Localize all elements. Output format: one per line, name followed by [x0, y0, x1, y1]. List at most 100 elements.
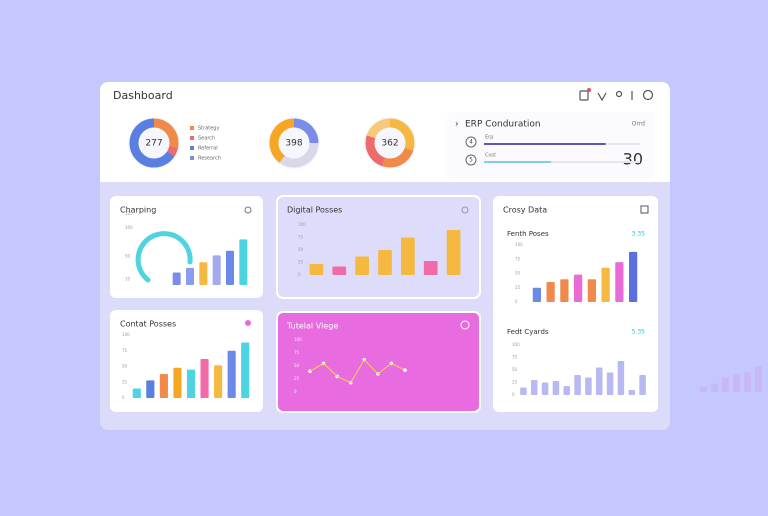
- y-tick-label: 75: [515, 256, 521, 261]
- donut-label: 398: [285, 139, 302, 149]
- y-tick-label: 50: [515, 271, 521, 276]
- chart-value: 5.35: [632, 329, 646, 336]
- gauge-arc: [135, 231, 193, 283]
- bar: [446, 230, 461, 275]
- bar: [711, 383, 718, 392]
- icon[interactable]: [642, 89, 654, 101]
- bar: [541, 382, 549, 395]
- donut-label: 277: [145, 139, 162, 149]
- y-tick-label: 100: [515, 242, 523, 247]
- legend-swatch: [190, 146, 194, 150]
- y-tick-label: 0: [298, 272, 301, 277]
- progress-status: Orrd: [632, 121, 645, 128]
- progress-label: Erp: [485, 135, 493, 141]
- bar: [733, 373, 740, 392]
- bar: [239, 239, 248, 285]
- bar: [563, 386, 570, 395]
- bar: [574, 375, 581, 395]
- y-tick-label: 50: [125, 254, 131, 259]
- icon[interactable]: [244, 206, 252, 214]
- progress-label: Cost: [485, 153, 496, 159]
- bar: [309, 264, 324, 275]
- donut-segment: [129, 118, 179, 168]
- bar: [639, 375, 646, 395]
- chart-title: Fedt Cyards: [507, 328, 549, 336]
- icon[interactable]: [460, 320, 470, 330]
- bar: [159, 374, 168, 398]
- bar: [226, 250, 234, 285]
- arrow: ›: [455, 120, 459, 130]
- bar: [628, 390, 635, 395]
- bar: [532, 287, 541, 302]
- y-tick-label: 50: [298, 247, 304, 252]
- y-tick-label: 50: [294, 363, 300, 368]
- y-tick-label: 25: [515, 285, 521, 290]
- y-tick-label: 100: [122, 332, 130, 337]
- y-tick-label: 125: [125, 211, 133, 216]
- chart-title: Fenth Poses: [507, 230, 549, 238]
- card-title: Contat Posses: [120, 320, 176, 329]
- donut-segment: [269, 118, 319, 168]
- bar: [601, 267, 610, 302]
- card-title: Crosy Data: [503, 206, 547, 215]
- bar: [199, 262, 208, 285]
- bar: [227, 350, 236, 398]
- icon[interactable]: [615, 90, 623, 98]
- chart-value: 3.35: [632, 231, 646, 238]
- y-tick-label: 25: [298, 260, 304, 265]
- step-marker: [465, 154, 477, 166]
- bar: [560, 279, 569, 302]
- line: [309, 358, 406, 384]
- bar: [722, 377, 729, 392]
- bar: [186, 369, 196, 398]
- card: [493, 196, 658, 412]
- y-tick-label: 100: [294, 337, 302, 342]
- bar: [617, 361, 625, 395]
- bar: [700, 386, 707, 392]
- bar: [531, 380, 538, 395]
- bar: [401, 237, 415, 275]
- bar: [173, 367, 182, 398]
- y-tick-label: 100: [512, 342, 520, 347]
- y-tick-label: 25: [122, 379, 128, 384]
- icon[interactable]: [640, 205, 649, 214]
- card-title: Tutelal Vlege: [286, 322, 338, 331]
- step-number: 4: [469, 139, 473, 146]
- bar: [132, 388, 141, 398]
- header-title: Dashboard: [113, 89, 173, 102]
- donut-segment: [365, 118, 415, 168]
- bar: [744, 372, 751, 392]
- bar: [241, 342, 250, 398]
- card-title: Digital Posses: [287, 206, 342, 215]
- bar: [606, 372, 614, 395]
- y-tick-label: 0: [515, 299, 518, 304]
- bar: [596, 367, 603, 395]
- bar: [615, 262, 624, 302]
- bar: [423, 261, 438, 275]
- icon[interactable]: [245, 320, 251, 326]
- y-tick-label: 75: [122, 348, 128, 353]
- card: [276, 311, 481, 413]
- icon[interactable]: [597, 92, 607, 102]
- bar: [146, 380, 155, 398]
- progress-bar: [484, 161, 552, 163]
- y-tick-label: 10: [125, 276, 131, 281]
- y-tick-label: 0: [512, 392, 515, 397]
- progress-title: ERP Conduration: [465, 120, 541, 130]
- bar: [585, 377, 592, 395]
- legend-label: Strategy: [198, 126, 219, 132]
- y-tick-label: 50: [512, 367, 518, 372]
- icon[interactable]: [461, 206, 469, 214]
- y-tick-label: 75: [298, 235, 304, 240]
- icon[interactable]: [579, 90, 589, 101]
- legend-label: Referral: [198, 146, 218, 152]
- badge: [587, 88, 591, 92]
- bar: [355, 256, 369, 275]
- bar: [574, 274, 583, 302]
- y-tick-label: 0: [122, 395, 125, 400]
- donut-label: 362: [381, 139, 398, 149]
- y-tick-label: 75: [512, 355, 518, 360]
- bar: [332, 266, 347, 275]
- bar: [214, 365, 223, 398]
- bar: [552, 381, 560, 395]
